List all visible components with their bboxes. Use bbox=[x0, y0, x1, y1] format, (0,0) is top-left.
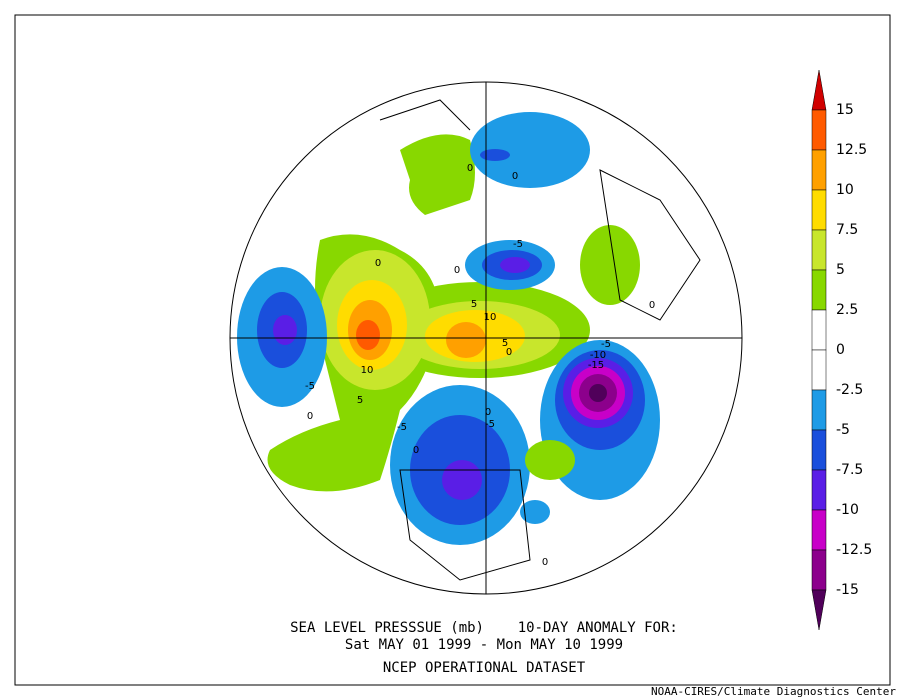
colorbar-swatch bbox=[811, 429, 827, 471]
colorbar-label: -15 bbox=[836, 582, 859, 598]
colorbar-arrow bbox=[811, 589, 827, 631]
anomaly-region bbox=[356, 320, 380, 350]
colorbar-swatch bbox=[811, 389, 827, 431]
colorbar-swatch bbox=[811, 269, 827, 311]
contour-label: -5 bbox=[305, 381, 315, 392]
colorbar-swatch bbox=[811, 229, 827, 271]
anomaly-region bbox=[580, 225, 640, 305]
colorbar-label: 0 bbox=[836, 342, 845, 358]
contour-label: 0 bbox=[467, 163, 473, 174]
colorbar-label: -2.5 bbox=[836, 382, 863, 398]
colorbar-swatch bbox=[811, 189, 827, 231]
colorbar-swatch bbox=[811, 149, 827, 191]
colorbar-label: 15 bbox=[836, 102, 854, 118]
contour-label: 0 bbox=[375, 258, 381, 269]
contour-label: 0 bbox=[542, 557, 548, 568]
anomaly-region bbox=[480, 149, 510, 161]
contour-label: 0 bbox=[485, 407, 491, 418]
anomaly-region bbox=[470, 112, 590, 188]
contour-label: 5 bbox=[502, 338, 508, 349]
colorbar-label: 2.5 bbox=[836, 302, 858, 318]
colorbar-swatch bbox=[811, 469, 827, 511]
colorbar-swatch bbox=[811, 309, 827, 351]
colorbar-label: 10 bbox=[836, 182, 854, 198]
contour-label: 5 bbox=[471, 299, 477, 310]
colorbar-label: -10 bbox=[836, 502, 859, 518]
caption-line: NCEP OPERATIONAL DATASET bbox=[383, 660, 586, 676]
colorbar-label: -5 bbox=[836, 422, 850, 438]
colorbar-label: 7.5 bbox=[836, 222, 858, 238]
contour-label: 0 bbox=[413, 445, 419, 456]
colorbar-swatch bbox=[811, 109, 827, 151]
anomaly-region bbox=[400, 134, 475, 215]
contour-label: 0 bbox=[454, 265, 460, 276]
colorbar: 15 12.5 10 7.5 5 2.5 0 -2.5 -5 -7.5 -10 -12.5 -15 bbox=[811, 69, 872, 631]
colorbar-label: -12.5 bbox=[836, 542, 872, 558]
contour-label: -5 bbox=[601, 339, 611, 350]
anomaly-region bbox=[589, 384, 607, 402]
contour-label: 0 bbox=[506, 347, 512, 358]
contour-label: 10 bbox=[361, 365, 374, 376]
contour-label: 5 bbox=[357, 395, 363, 406]
anomaly-field bbox=[237, 99, 701, 581]
colorbar-label: 12.5 bbox=[836, 142, 867, 158]
contour-label: 10 bbox=[484, 312, 497, 323]
colorbar-swatch bbox=[811, 509, 827, 551]
colorbar-swatch bbox=[811, 349, 827, 391]
colorbar-swatch bbox=[811, 549, 827, 591]
contour-label: -5 bbox=[513, 239, 523, 250]
anomaly-region bbox=[500, 257, 530, 273]
credit: NOAA-CIRES/Climate Diagnostics Center bbox=[651, 685, 896, 698]
caption-line: SEA LEVEL PRESSSUE (mb) 10-DAY ANOMALY F… bbox=[290, 620, 678, 636]
colorbar-label: 5 bbox=[836, 262, 845, 278]
anomaly-region bbox=[442, 460, 482, 500]
contour-label: 0 bbox=[307, 411, 313, 422]
contour-label: 0 bbox=[512, 171, 518, 182]
anomaly-region bbox=[273, 315, 297, 345]
colorbar-label: -7.5 bbox=[836, 462, 863, 478]
contour-label: -10 bbox=[590, 350, 606, 361]
contour-label: -5 bbox=[397, 422, 407, 433]
anomaly-region bbox=[520, 500, 550, 524]
coastline bbox=[379, 99, 701, 581]
caption-line: Sat MAY 01 1999 - Mon MAY 10 1999 bbox=[345, 637, 623, 653]
anomaly-region bbox=[525, 440, 575, 480]
contour-label: 0 bbox=[649, 300, 655, 311]
anomaly-region bbox=[446, 322, 486, 358]
contour-label: -15 bbox=[588, 360, 604, 371]
contour-label: -5 bbox=[485, 419, 495, 430]
